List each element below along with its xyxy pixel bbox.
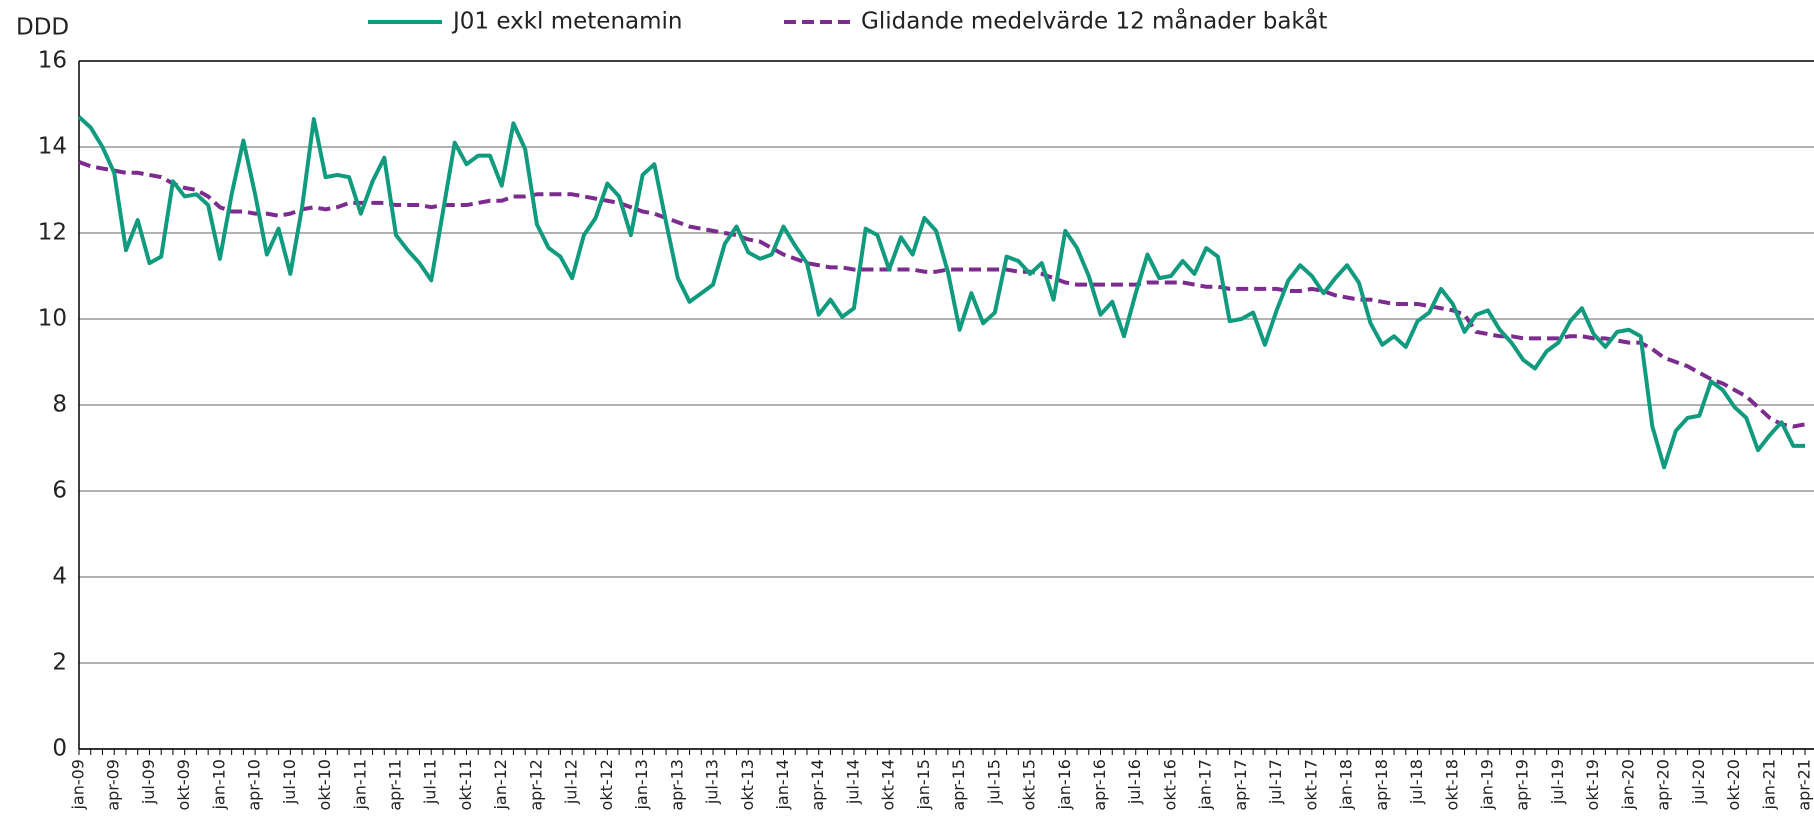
x-tick-label: okt-17 bbox=[1301, 759, 1320, 810]
x-tick-label: okt-15 bbox=[1020, 759, 1039, 810]
y-tick-label: 2 bbox=[52, 650, 67, 676]
x-tick-label: jan-19 bbox=[1477, 759, 1496, 811]
x-tick-label: jul-09 bbox=[139, 759, 158, 805]
x-tick-label: apr-14 bbox=[808, 759, 827, 811]
x-tick-label: okt-12 bbox=[597, 759, 616, 810]
x-tick-label: jan-15 bbox=[914, 759, 933, 811]
x-tick-label: apr-18 bbox=[1372, 759, 1391, 811]
x-tick-label: jan-18 bbox=[1337, 759, 1356, 811]
x-tick-label: jul-13 bbox=[703, 759, 722, 805]
x-tick-label: okt-10 bbox=[315, 759, 334, 810]
x-tick-label: jan-11 bbox=[350, 759, 369, 811]
x-tick-label: okt-19 bbox=[1583, 759, 1602, 810]
y-tick-label: 0 bbox=[52, 736, 67, 762]
x-tick-label: jan-20 bbox=[1618, 759, 1637, 811]
x-tick-label: jul-17 bbox=[1266, 759, 1285, 805]
x-tick-label: jul-10 bbox=[280, 759, 299, 805]
x-tick-label: apr-17 bbox=[1231, 759, 1250, 811]
x-tick-label: jul-14 bbox=[843, 759, 862, 805]
x-tick-label: okt-09 bbox=[174, 759, 193, 810]
x-tick-label: okt-14 bbox=[879, 759, 898, 810]
x-tick-label: jan-21 bbox=[1759, 759, 1778, 811]
legend-label: J01 exkl metenamin bbox=[451, 9, 683, 35]
y-tick-label: 4 bbox=[52, 564, 67, 590]
x-tick-label: apr-11 bbox=[386, 759, 405, 811]
legend-label: Glidande medelvärde 12 månader bakåt bbox=[861, 7, 1327, 35]
y-tick-label: 8 bbox=[52, 392, 67, 418]
x-tick-label: apr-21 bbox=[1795, 759, 1814, 811]
x-tick-label: apr-20 bbox=[1654, 759, 1673, 811]
y-tick-label: 12 bbox=[38, 220, 67, 246]
x-tick-label: jul-12 bbox=[562, 759, 581, 805]
x-tick-label: jul-20 bbox=[1689, 759, 1708, 805]
x-tick-label: apr-09 bbox=[104, 759, 123, 811]
series-line bbox=[78, 160, 1806, 429]
y-tick-label: 16 bbox=[38, 48, 67, 74]
x-tick-label: jul-19 bbox=[1548, 759, 1567, 805]
x-tick-label: jul-16 bbox=[1125, 759, 1144, 805]
x-tick-label: apr-13 bbox=[667, 759, 686, 811]
y-tick-label: 10 bbox=[38, 306, 67, 332]
x-tick-label: okt-20 bbox=[1724, 759, 1743, 810]
x-tick-label: jan-16 bbox=[1055, 759, 1074, 811]
x-tick-label: jul-18 bbox=[1407, 759, 1426, 805]
x-tick-label: okt-11 bbox=[456, 759, 475, 810]
x-tick-label: apr-10 bbox=[245, 759, 264, 811]
y-tick-label: 14 bbox=[38, 134, 67, 160]
x-tick-label: apr-16 bbox=[1090, 759, 1109, 811]
x-tick-label: jan-12 bbox=[491, 759, 510, 811]
x-tick-label: okt-13 bbox=[738, 759, 757, 810]
x-tick-label: apr-15 bbox=[949, 759, 968, 811]
series-line bbox=[77, 115, 1805, 470]
x-tick-label: apr-19 bbox=[1513, 759, 1532, 811]
x-tick-label: jan-10 bbox=[209, 759, 228, 811]
x-tick-label: okt-16 bbox=[1160, 759, 1179, 810]
x-tick-label: okt-18 bbox=[1442, 759, 1461, 810]
x-tick-label: jul-15 bbox=[984, 759, 1003, 805]
x-tick-label: jan-14 bbox=[773, 759, 792, 811]
y-tick-label: 6 bbox=[52, 478, 67, 504]
x-tick-label: jan-17 bbox=[1196, 759, 1215, 811]
x-tick-label: apr-12 bbox=[526, 759, 545, 811]
y-axis-label: DDD bbox=[16, 15, 69, 41]
x-tick-label: jan-09 bbox=[69, 759, 88, 811]
x-tick-label: jul-11 bbox=[421, 759, 440, 805]
x-tick-label: jan-13 bbox=[632, 759, 651, 811]
